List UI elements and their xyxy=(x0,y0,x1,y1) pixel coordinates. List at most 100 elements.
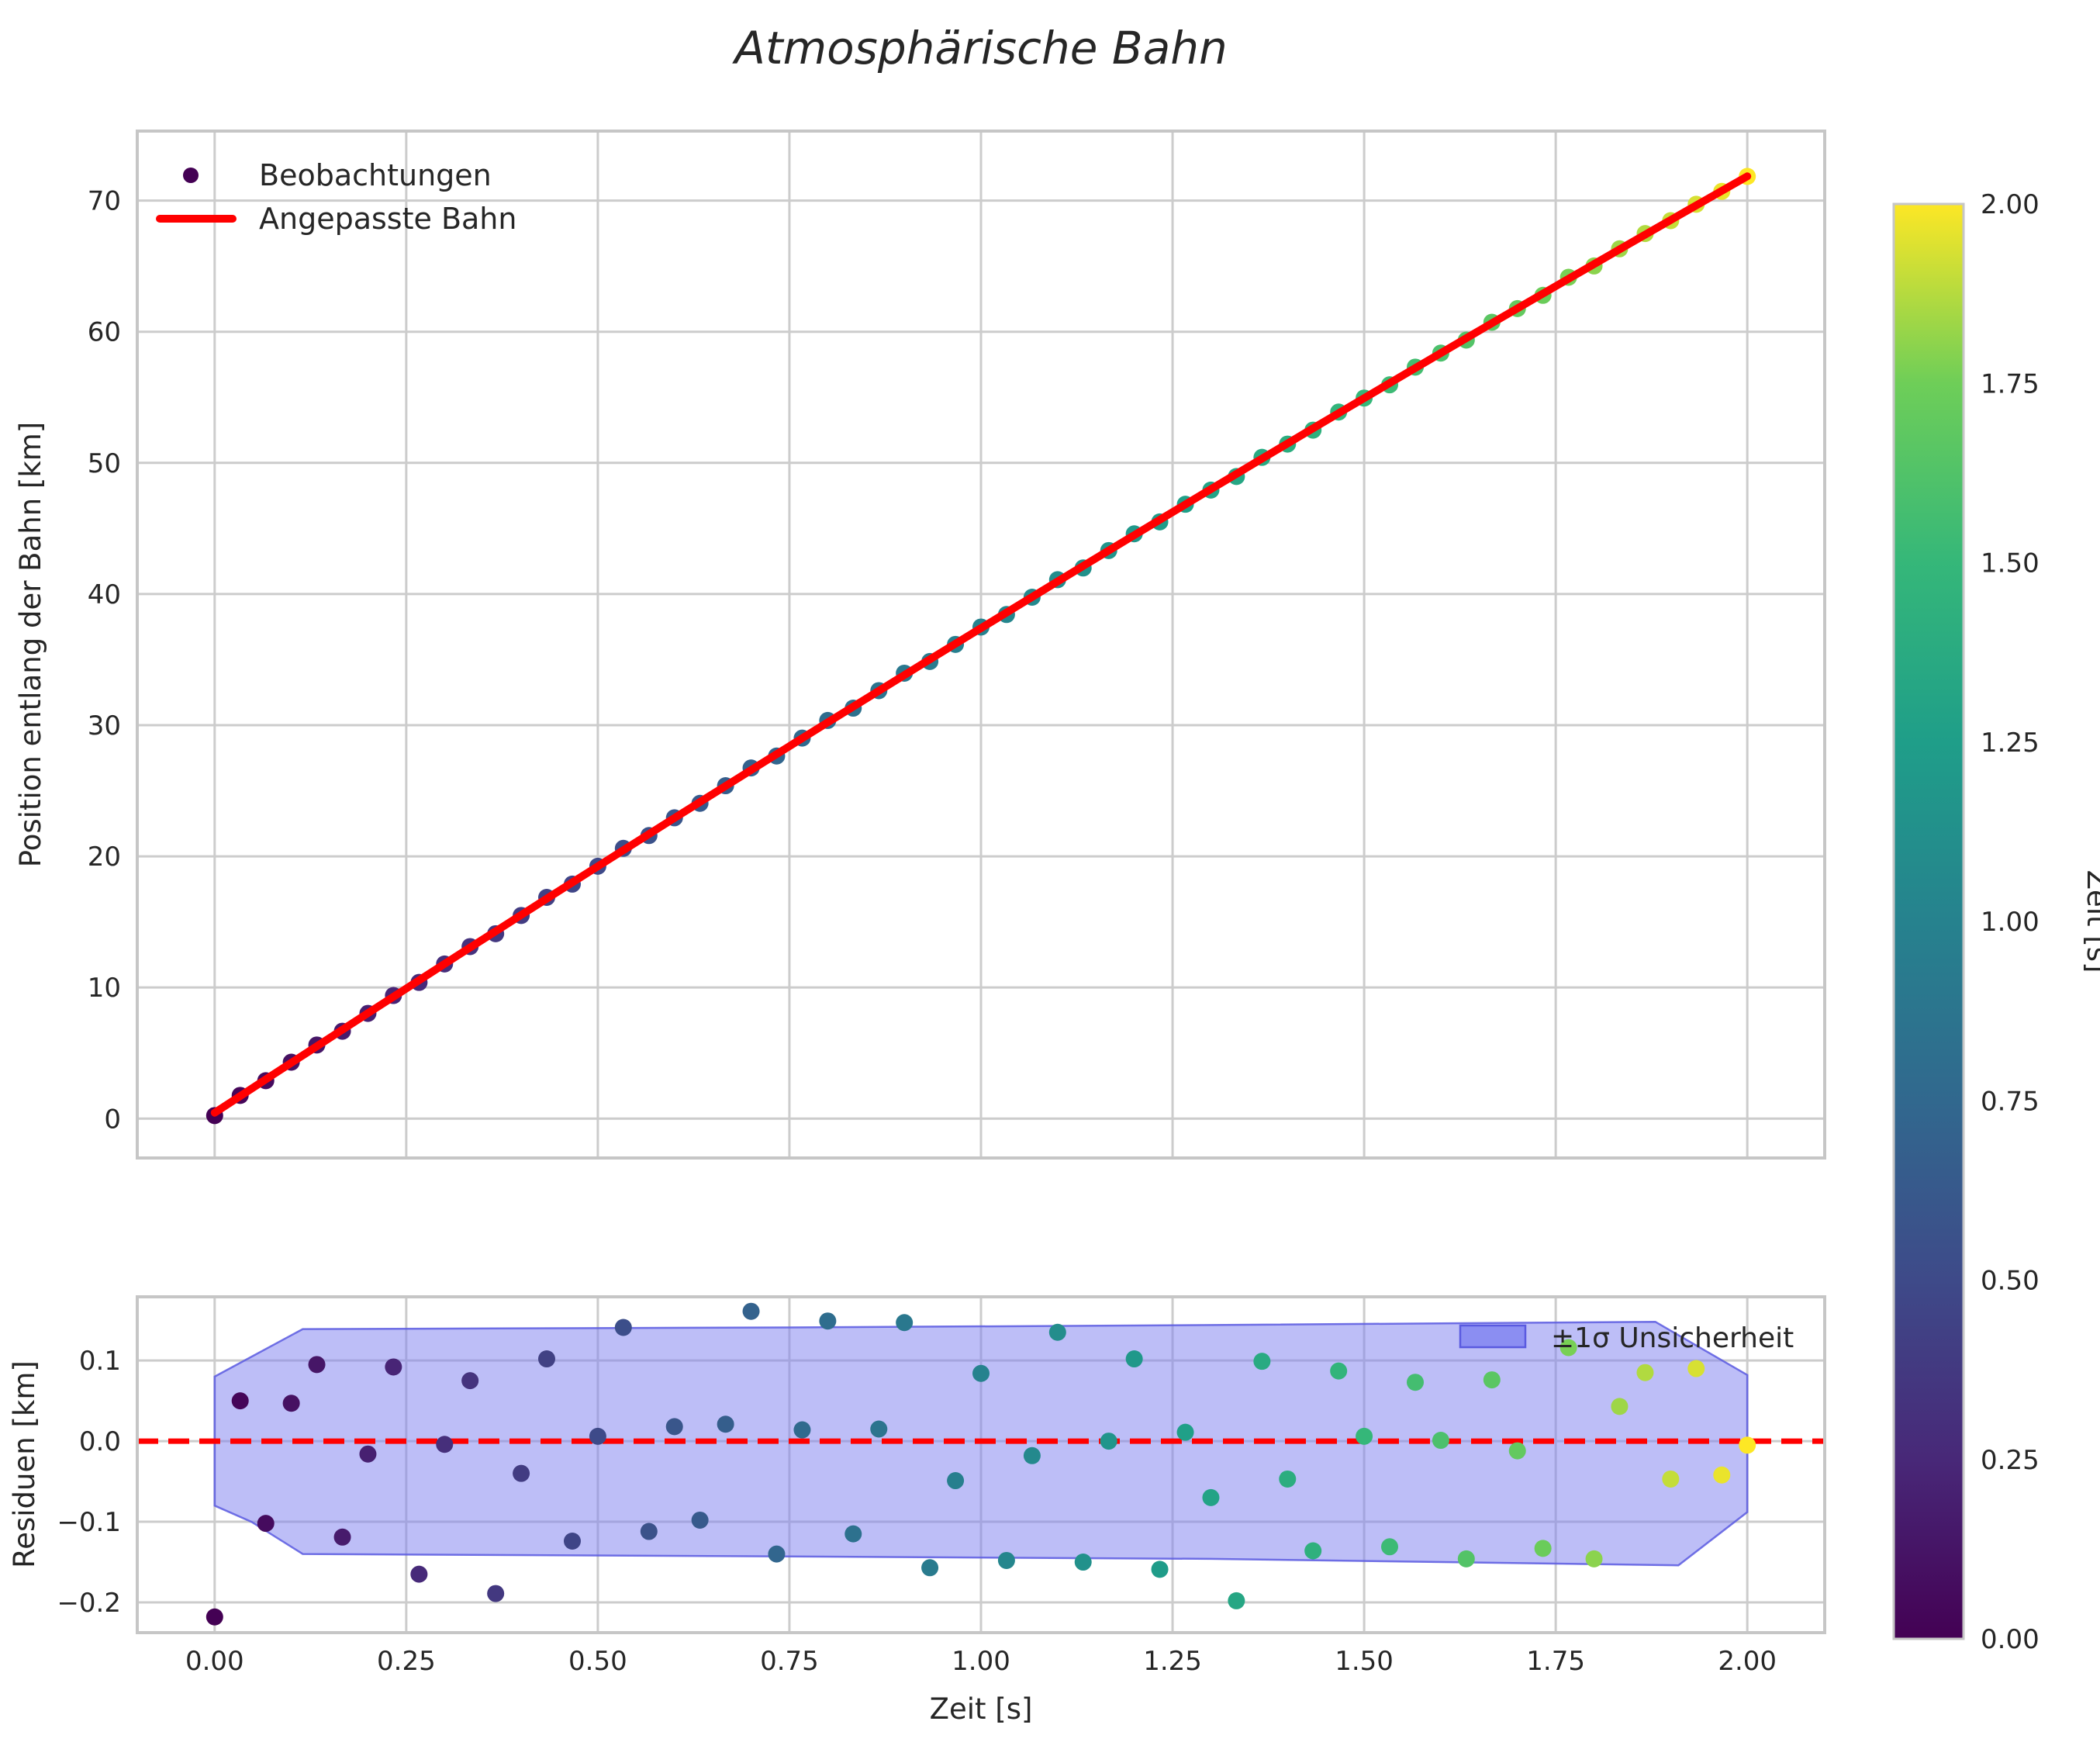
residual-point xyxy=(1279,1470,1297,1488)
main-plot-tick-labels: 0 10 20 30 40 50 60 70 xyxy=(88,186,121,1135)
legend-label-uncertainty: ±1σ Unsicherheit xyxy=(1551,1322,1794,1354)
residual-point xyxy=(1074,1554,1092,1571)
legend-label-observations: Beobachtungen xyxy=(259,158,492,192)
x-tick-label: 2.00 xyxy=(1718,1646,1777,1677)
residual-point xyxy=(333,1528,351,1546)
residual-point xyxy=(819,1312,837,1330)
y-tick-label: 0 xyxy=(104,1104,121,1135)
y-tick-label: 20 xyxy=(88,842,121,873)
x-tick-label: 0.75 xyxy=(760,1646,819,1677)
residual-point xyxy=(1585,1550,1603,1567)
residual-point xyxy=(768,1545,786,1563)
residual-point xyxy=(717,1415,734,1433)
x-tick-label: 1.50 xyxy=(1335,1646,1394,1677)
y-tick-label: 0.0 xyxy=(79,1426,121,1457)
residual-point xyxy=(896,1314,914,1332)
residual-point xyxy=(640,1523,658,1540)
main-y-axis-label: Position entlang der Bahn [km] xyxy=(14,422,47,867)
y-tick-label: 40 xyxy=(88,579,121,610)
residual-point xyxy=(1381,1538,1399,1556)
legend-label-fit: Angepasste Bahn xyxy=(259,202,516,236)
y-tick-label: 60 xyxy=(88,317,121,348)
residual-point xyxy=(1559,1339,1577,1357)
residual-point xyxy=(742,1302,760,1320)
residual-point xyxy=(1713,1466,1731,1484)
main-legend: Beobachtungen Angepasste Bahn xyxy=(156,158,516,236)
colorbar-tick-label: 0.50 xyxy=(1981,1266,2040,1297)
residual-plot-data xyxy=(137,1302,1825,1626)
y-tick-label: −0.1 xyxy=(57,1507,121,1538)
residual-point xyxy=(1457,1550,1475,1567)
residual-point xyxy=(844,1525,862,1543)
residual-point xyxy=(1508,1442,1526,1460)
residual-point xyxy=(947,1472,965,1490)
residual-point xyxy=(1330,1362,1348,1380)
residual-point xyxy=(1125,1350,1143,1368)
residual-point xyxy=(1048,1323,1066,1341)
residual-point xyxy=(1228,1592,1245,1609)
colorbar-tick-label: 0.25 xyxy=(1981,1445,2040,1476)
residual-point xyxy=(1407,1374,1425,1391)
residual-point xyxy=(436,1436,454,1453)
colorbar-gradient xyxy=(1892,202,1965,1640)
residual-point xyxy=(1534,1540,1552,1557)
residual-point xyxy=(1611,1398,1629,1415)
fit-line xyxy=(210,172,1752,1117)
residual-point xyxy=(359,1445,377,1463)
x-axis-label: Zeit [s] xyxy=(930,1692,1033,1726)
residual-point xyxy=(1356,1427,1373,1445)
residual-point xyxy=(1100,1433,1117,1450)
colorbar-label: Zeit [s] xyxy=(2081,870,2100,973)
residual-point xyxy=(870,1420,888,1438)
residual-point xyxy=(487,1585,505,1602)
chart-title: Atmosphärische Bahn xyxy=(731,22,1228,74)
x-tick-label: 0.00 xyxy=(185,1646,244,1677)
y-tick-label: 70 xyxy=(88,186,121,217)
residual-point xyxy=(997,1551,1015,1569)
colorbar-tick-label: 0.00 xyxy=(1981,1624,2040,1655)
colorbar-tick-label: 1.25 xyxy=(1981,728,2040,759)
x-tick-label: 0.25 xyxy=(377,1646,436,1677)
x-tick-label: 0.50 xyxy=(568,1646,627,1677)
residual-point xyxy=(1432,1432,1449,1450)
y-tick-label: 10 xyxy=(88,973,121,1004)
legend-scatter-marker-icon xyxy=(183,168,199,183)
residual-point xyxy=(385,1358,402,1376)
y-tick-label: 50 xyxy=(88,448,121,479)
main-plot-data xyxy=(206,168,1756,1125)
residual-plot-tick-labels: 0.1 0.0 −0.1 −0.2 0.00 0.25 0.50 0.75 1.00 1.25 1.… xyxy=(57,1346,1777,1677)
residual-point xyxy=(282,1395,300,1412)
colorbar-tick-label: 1.00 xyxy=(1981,907,2040,938)
residual-legend: ±1σ Unsicherheit xyxy=(1459,1322,1794,1354)
y-tick-label: 30 xyxy=(88,710,121,741)
residual-point xyxy=(206,1608,223,1626)
residual-point xyxy=(1202,1488,1220,1506)
residual-point xyxy=(589,1427,606,1445)
residual-point xyxy=(1176,1423,1194,1441)
residual-point xyxy=(1253,1353,1271,1370)
residual-point xyxy=(1739,1436,1756,1454)
residual-point xyxy=(1662,1470,1680,1488)
residual-point xyxy=(1483,1371,1501,1389)
colorbar-tick-label: 2.00 xyxy=(1981,189,2040,220)
residual-plot-frame xyxy=(136,1295,1826,1634)
x-tick-label: 1.75 xyxy=(1526,1646,1585,1677)
residual-point xyxy=(665,1418,683,1436)
residual-point xyxy=(308,1356,326,1374)
x-tick-label: 1.25 xyxy=(1143,1646,1202,1677)
colorbar-tick-label: 1.75 xyxy=(1981,368,2040,399)
residual-point xyxy=(1687,1360,1705,1377)
residual-point xyxy=(614,1319,632,1336)
legend-band-swatch-icon xyxy=(1459,1324,1527,1349)
residual-point xyxy=(461,1372,479,1390)
residual-point xyxy=(972,1364,990,1382)
residual-point xyxy=(410,1565,428,1583)
colorbar-tick-label: 0.75 xyxy=(1981,1086,2040,1117)
residual-point xyxy=(1304,1542,1322,1560)
residual-point xyxy=(257,1515,275,1533)
main-plot-frame xyxy=(136,130,1826,1160)
residual-point xyxy=(231,1392,249,1410)
residual-point xyxy=(793,1421,811,1439)
